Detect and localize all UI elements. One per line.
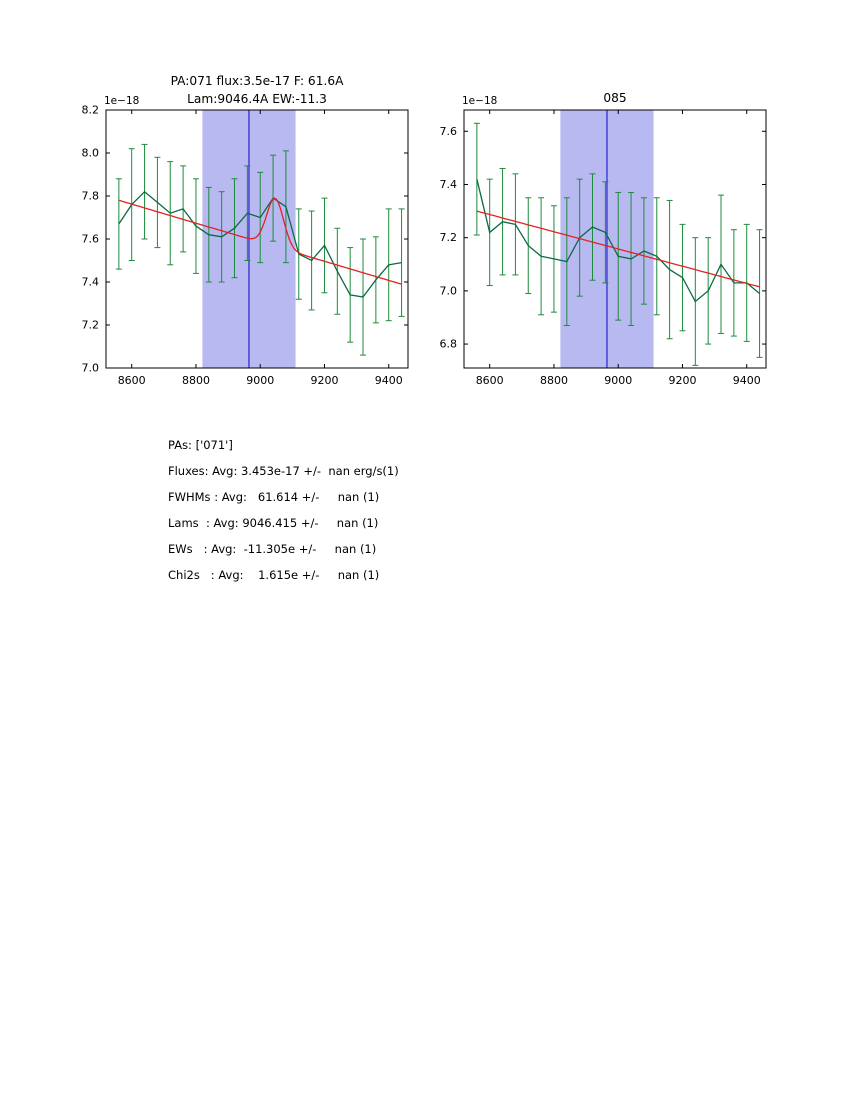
y-tick-label: 8.2 (82, 104, 100, 117)
stats-line-pas: PAs: ['071'] (168, 438, 233, 452)
stats-line-fluxes: Fluxes: Avg: 3.453e-17 +/- nan erg/s(1) (168, 464, 399, 478)
x-tick-label: 8600 (476, 374, 504, 387)
y-tick-label: 7.2 (440, 231, 458, 244)
x-tick-label: 8600 (118, 374, 146, 387)
left-chart-title-line2: Lam:9046.4A EW:-11.3 (187, 91, 327, 106)
spectrum-line (476, 179, 761, 303)
axes-frame (463, 109, 767, 369)
right-chart-title-line1: 085 (603, 91, 627, 105)
x-tick-label: 8800 (182, 374, 210, 387)
x-tick-label: 9000 (246, 374, 274, 387)
y-tick-label: 7.6 (440, 125, 458, 138)
y-tick-label: 7.4 (440, 178, 458, 191)
x-tick-label: 9400 (733, 374, 761, 387)
right-chart: 8600 8800 9000 9200 9400 6.8 7.0 7.2 7.4 7.6 1e−18 (440, 95, 767, 387)
y-tick-label: 7.0 (82, 362, 100, 375)
x-tick-label: 9200 (668, 374, 696, 387)
y-tick-label: 7.6 (82, 233, 100, 246)
x-tick-label: 9000 (604, 374, 632, 387)
axis-ticks: 8600 8800 9000 9200 9400 7.0 7.2 7.4 7.6 7.8 8.0 8.… (82, 104, 408, 387)
y-tick-label: 6.8 (440, 338, 458, 351)
axis-ticks: 8600 8800 9000 9200 9400 6.8 7.0 7.2 7.4 7.6 (440, 110, 766, 387)
stats-line-ews: EWs : Avg: -11.305e +/- nan (1) (168, 542, 377, 556)
fit-line (118, 197, 402, 285)
y-tick-label: 8.0 (82, 147, 100, 160)
x-tick-label: 9400 (375, 374, 403, 387)
left-chart: 8600 8800 9000 9200 9400 7.0 7.2 7.4 7.6 7.8 8.0 8.… (82, 95, 409, 387)
y-tick-label: 7.0 (440, 284, 458, 297)
left-chart-title: PA:071 flux:3.5e-17 F: 61.6A Lam:9046.4A… (106, 73, 408, 108)
axis-offset-label: 1e−18 (462, 95, 497, 107)
y-tick-label: 7.2 (82, 319, 100, 332)
y-tick-label: 7.8 (82, 190, 100, 203)
stats-line-fwhms: FWHMs : Avg: 61.614 +/- nan (1) (168, 490, 380, 504)
y-tick-label: 7.4 (82, 276, 100, 289)
stats-line-lams: Lams : Avg: 9046.415 +/- nan (1) (168, 516, 379, 530)
stats-line-chi2s: Chi2s : Avg: 1.615e +/- nan (1) (168, 568, 380, 582)
stats-block: PAs: ['071'] Fluxes: Avg: 3.453e-17 +/- … (168, 432, 399, 588)
x-tick-label: 8800 (540, 374, 568, 387)
spectrum-line (118, 190, 402, 298)
x-tick-label: 9200 (310, 374, 338, 387)
left-chart-title-line1: PA:071 flux:3.5e-17 F: 61.6A (170, 74, 344, 88)
fit-line (476, 210, 760, 288)
axis-offset-label: 1e−18 (104, 95, 139, 107)
right-chart-title: 085 (464, 90, 766, 108)
